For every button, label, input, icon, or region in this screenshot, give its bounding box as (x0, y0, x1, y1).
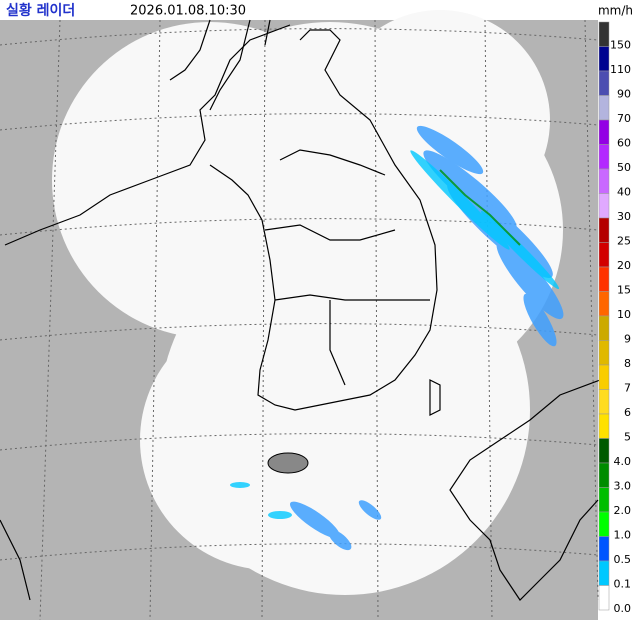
map (0, 10, 601, 621)
legend-label: 25 (617, 235, 631, 248)
legend-label: 10 (617, 308, 631, 321)
legend-label: 40 (617, 186, 631, 199)
legend-label: 8 (624, 357, 631, 370)
legend-label: 4.0 (614, 455, 632, 468)
legend-swatch (598, 21, 610, 47)
legend-swatch (598, 144, 610, 170)
graticule (0, 19, 599, 621)
legend-swatch (598, 266, 610, 292)
legend-swatch (598, 389, 610, 415)
legend-swatch (598, 438, 610, 464)
legend-label: 110 (610, 63, 631, 76)
legend-label: 50 (617, 161, 631, 174)
echo-north-east (410, 125, 564, 347)
legend-swatch (598, 413, 610, 439)
legend-label: 60 (617, 137, 631, 150)
legend-swatch (598, 193, 610, 219)
coastline (0, 19, 601, 601)
legend-label: 15 (617, 284, 631, 297)
legend-label: 0.5 (614, 553, 632, 566)
legend-swatch (598, 511, 610, 537)
legend-label: 6 (624, 406, 631, 419)
radar-coverage (52, 10, 563, 595)
legend-swatch (598, 536, 610, 562)
unit-label: mm/h (598, 4, 633, 18)
page-title: 실황 레이더 (6, 2, 75, 19)
timestamp: 2026.01.08.10:30 (130, 4, 246, 19)
jeju-island (267, 452, 309, 474)
legend-label: 3.0 (614, 480, 632, 493)
echo-south (230, 482, 382, 551)
legend-swatch (598, 364, 610, 390)
legend-swatch (598, 119, 610, 145)
legend-swatch (598, 217, 610, 243)
legend: 150 110 90 70 60 50 40 30 25 20 15 10 9 8 7 6 5 4.0 3.0 2.0… (598, 21, 632, 615)
legend-label: 1.0 (614, 529, 632, 542)
legend-label: 7 (624, 382, 631, 395)
legend-label: 30 (617, 210, 631, 223)
legend-label: 90 (617, 88, 631, 101)
legend-label: 70 (617, 112, 631, 125)
legend-label: 9 (624, 333, 631, 346)
legend-swatch (598, 168, 610, 194)
legend-swatch (598, 462, 610, 488)
legend-label: 2.0 (614, 504, 632, 517)
legend-label: 20 (617, 259, 631, 272)
legend-label: 0.0 (614, 602, 632, 615)
legend-label: 150 (610, 39, 631, 52)
legend-swatch (598, 242, 610, 268)
legend-label: 5 (624, 431, 631, 444)
legend-swatch (598, 46, 610, 72)
legend-swatch (598, 291, 610, 317)
legend-swatch (598, 315, 610, 341)
legend-swatch (598, 95, 610, 121)
legend-swatch (598, 487, 610, 513)
legend-swatch (598, 585, 610, 611)
legend-label: 0.1 (614, 578, 632, 591)
legend-swatch (598, 560, 610, 586)
legend-swatch (598, 340, 610, 366)
legend-swatch (598, 70, 610, 96)
